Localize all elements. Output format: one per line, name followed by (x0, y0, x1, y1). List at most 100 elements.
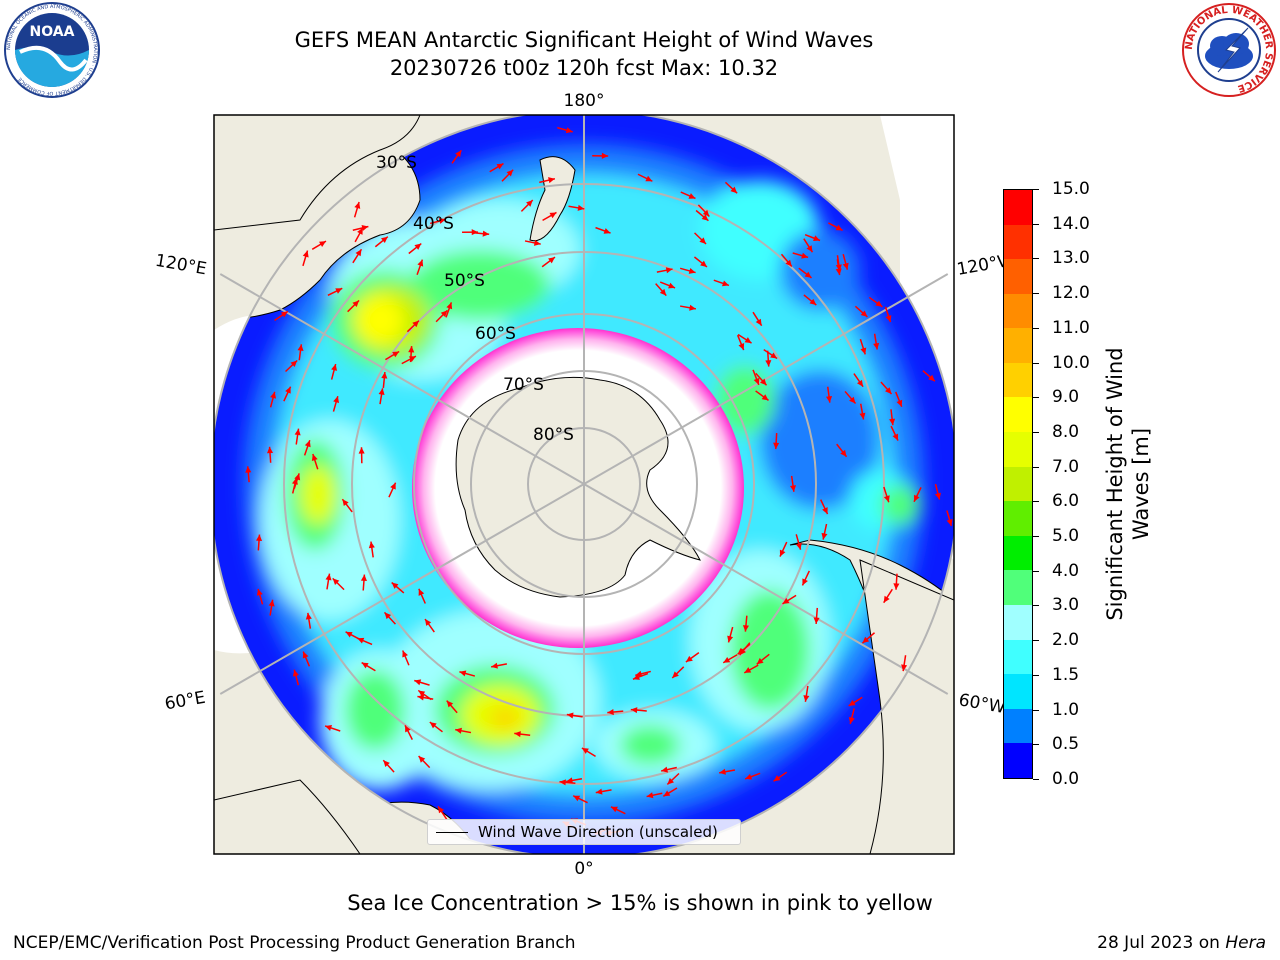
wave-direction-arrow (245, 466, 252, 483)
wave-direction-arrow (934, 483, 941, 500)
wave-direction-arrow (662, 787, 678, 797)
wave-direction-arrow (572, 795, 588, 804)
wave-direction-arrow (539, 177, 556, 184)
colorbar-tick-label: 6.0 (1052, 491, 1080, 512)
wave-direction-arrow (404, 725, 413, 740)
lat-label-30s: 30°S (376, 153, 417, 173)
wave-direction-arrow (836, 443, 848, 458)
wave-direction-arrow (756, 653, 770, 665)
footer-host: Hera (1225, 933, 1266, 953)
wave-direction-arrow (719, 768, 736, 775)
lat-label-40s: 40°S (413, 214, 454, 234)
colorbar-tick-label: 9.0 (1052, 387, 1080, 408)
wave-direction-arrow (901, 655, 908, 672)
wave-direction-arrow (873, 333, 880, 350)
wave-direction-arrow (341, 498, 353, 513)
wave-direction-arrow (327, 287, 343, 297)
lon-label-60e: 60°E (163, 688, 207, 715)
wave-direction-arrow (381, 371, 388, 388)
wave-direction-arrow (801, 570, 810, 586)
wave-direction-arrow (752, 369, 760, 386)
colorbar-tick-label: 7.0 (1052, 456, 1080, 477)
wave-direction-arrow (713, 279, 730, 287)
wave-direction-arrow (883, 486, 890, 503)
meridian-line (219, 273, 585, 485)
wave-direction-arrow (868, 296, 883, 308)
wave-direction-arrow (666, 772, 680, 786)
wave-direction-arrow (773, 771, 788, 782)
wave-direction-arrow (853, 373, 864, 388)
wave-direction-arrow (854, 305, 868, 318)
wave-direction-arrow (736, 334, 745, 351)
footer-date: 28 Jul 2023 on Hera (1097, 933, 1266, 953)
wave-direction-arrow (859, 403, 866, 420)
colorbar-segment (1004, 570, 1032, 606)
wave-direction-arrow (285, 359, 298, 373)
colorbar-tick-label: 13.0 (1052, 248, 1090, 269)
colorbar-tick-label: 3.0 (1052, 595, 1080, 616)
wave-direction-arrow (789, 475, 797, 492)
colorbar-tick-label: 2.0 (1052, 630, 1080, 651)
wave-direction-arrow (637, 173, 653, 182)
wave-direction-arrow (391, 581, 405, 594)
wave-direction-arrow (255, 534, 263, 551)
wave-direction-arrow (406, 320, 420, 333)
colorbar-segment (1004, 189, 1032, 225)
wave-direction-arrow (744, 772, 761, 780)
wave-direction-arrow (848, 696, 863, 707)
colorbar-segment (1004, 674, 1032, 709)
wave-direction-arrow (795, 534, 802, 550)
wave-direction-arrow (382, 759, 395, 773)
colorbar-tick-label: 15.0 (1052, 179, 1090, 199)
wave-direction-arrow (332, 395, 340, 412)
wave-direction-arrow (408, 242, 422, 255)
wave-direction-arrow (514, 731, 531, 738)
wave-direction-arrow (297, 344, 304, 361)
wave-direction-arrow (755, 390, 769, 402)
wave-direction-arrow (429, 721, 443, 733)
wave-direction-arrow (418, 588, 426, 604)
wave-direction-arrow (635, 670, 651, 677)
colorbar-label-line1: Significant Height of Wind (1103, 347, 1127, 621)
colorbar-segment (1004, 708, 1032, 744)
wave-direction-arrow (361, 661, 376, 672)
wave-direction-arrow (742, 615, 749, 632)
wave-direction-arrow (358, 447, 365, 464)
nws-logo: NATIONAL WEATHER SERVICE (1182, 3, 1276, 97)
lat-label-60s: 60°S (475, 324, 516, 344)
wave-direction-arrow (913, 487, 922, 503)
wave-direction-arrow (302, 651, 311, 667)
wave-direction-arrow (844, 390, 857, 405)
wave-direction-arrow (848, 708, 855, 725)
australia-outer (214, 115, 421, 231)
wave-direction-arrow (435, 309, 448, 323)
wave-direction-arrow (880, 381, 893, 395)
footer-date-text: 28 Jul 2023 on (1097, 933, 1226, 953)
wave-direction-arrow (446, 700, 458, 714)
wave-direction-arrow (559, 779, 576, 786)
map-subtitle: 20230726 t00z 120h fcst Max: 10.32 (389, 56, 779, 80)
wave-direction-arrow (803, 685, 810, 702)
wave-direction-arrow (374, 236, 389, 248)
wave-direction-arrow (292, 669, 300, 686)
colorbar-segment (1004, 466, 1032, 502)
wave-direction-arrow (861, 632, 876, 644)
colorbar-tick-label: 11.0 (1052, 317, 1090, 338)
wave-direction-arrow (283, 386, 292, 402)
wave-direction-arrow (459, 670, 476, 677)
wave-direction-arrow (803, 238, 814, 253)
wave-direction-arrow (946, 510, 953, 527)
wave-direction-arrow (557, 126, 573, 134)
colorbar-segment (1004, 639, 1032, 675)
wave-direction-arrow (679, 304, 697, 311)
lon-label-180: 180° (564, 91, 605, 111)
colorbar-tick-label: 8.0 (1052, 421, 1080, 442)
wave-direction-arrow (566, 712, 583, 719)
wave-direction-arrow (743, 664, 759, 674)
legend-label: Wind Wave Direction (unscaled) (478, 823, 718, 841)
wave-direction-arrow (798, 267, 812, 279)
wave-direction-arrow (680, 191, 696, 200)
wave-direction-arrow (385, 350, 400, 361)
wave-direction-arrow (595, 788, 612, 795)
